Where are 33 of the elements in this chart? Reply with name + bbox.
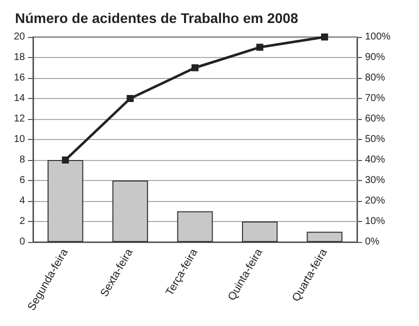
y-tick-label: 10 (14, 134, 26, 145)
y2-tick-label: 80% (365, 72, 386, 84)
y-tick-label: 2 (19, 216, 26, 227)
point (321, 34, 328, 40)
y-tick-label: 8 (19, 154, 26, 166)
y2-tick-label: 40% (365, 154, 386, 166)
y2-tick-label: 60% (365, 114, 386, 124)
y2-tick-label: 20% (365, 196, 386, 206)
bar (242, 222, 278, 242)
point (256, 44, 264, 51)
y2-tick-label: 10% (365, 216, 386, 227)
bar (306, 232, 342, 242)
y2-tick-label: 0% (365, 236, 380, 248)
y2-tick-label: 50% (365, 134, 386, 145)
y-tick-label: 16 (14, 72, 26, 84)
point (62, 156, 69, 164)
y-tick-label: 6 (19, 175, 26, 186)
point (192, 64, 198, 72)
chart-title: Número de acidentes de Trabalho em 2008 (15, 10, 298, 26)
y-tick-label: 12 (14, 114, 26, 124)
y2-tick-label: 90% (365, 52, 386, 63)
y2-tick-label: 30% (365, 175, 386, 186)
y-tick-label: 0 (19, 236, 26, 248)
y-tick-label: 18 (14, 52, 26, 63)
bar (48, 160, 84, 242)
y-tick-label: 14 (14, 93, 26, 104)
point (126, 95, 134, 102)
y2-tick-label: 100% (365, 32, 391, 42)
bar (177, 211, 213, 242)
y-tick-label: 20 (14, 32, 26, 42)
bar (112, 180, 148, 242)
y-tick-label: 4 (19, 196, 26, 206)
y2-tick-label: 70% (365, 93, 386, 104)
